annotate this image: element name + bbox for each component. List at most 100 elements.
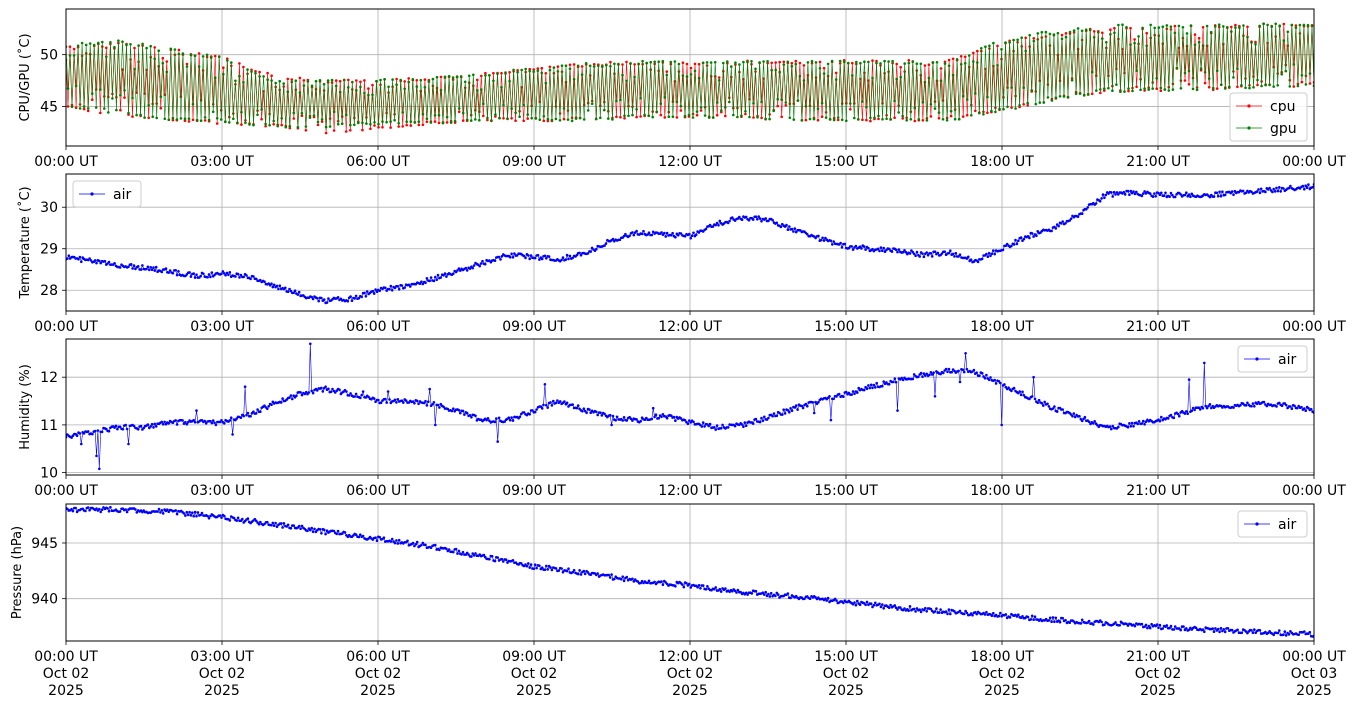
data-point — [1100, 620, 1103, 624]
data-point — [528, 67, 531, 71]
data-point — [963, 62, 967, 65]
data-point — [923, 64, 927, 67]
data-point — [701, 61, 705, 65]
data-point — [478, 118, 481, 122]
data-point — [1088, 28, 1092, 32]
data-point — [209, 419, 212, 423]
data-point — [160, 420, 164, 424]
data-point — [857, 118, 860, 121]
data-point — [121, 68, 124, 71]
data-point — [207, 273, 211, 276]
data-point — [1165, 24, 1169, 27]
data-point — [664, 235, 667, 238]
data-point — [621, 63, 624, 66]
data-point — [393, 118, 396, 122]
data-point — [365, 116, 368, 119]
data-point — [1044, 30, 1048, 34]
data-point — [1278, 401, 1281, 405]
data-point — [613, 62, 616, 66]
data-point — [804, 402, 808, 406]
data-point — [518, 415, 522, 419]
data-point — [149, 44, 152, 48]
data-point — [526, 113, 529, 116]
data-point — [493, 559, 497, 563]
data-point — [607, 117, 610, 120]
data-point — [242, 81, 245, 84]
data-point — [1224, 87, 1227, 90]
data-point — [775, 221, 779, 225]
data-point — [911, 377, 915, 381]
data-point — [549, 401, 552, 404]
data-point — [957, 117, 961, 121]
data-point — [163, 117, 167, 121]
data-point — [68, 54, 72, 57]
data-point — [760, 100, 763, 104]
data-point — [614, 419, 617, 422]
data-point — [657, 69, 660, 73]
data-point — [148, 268, 151, 272]
data-point — [724, 114, 727, 118]
data-point — [590, 102, 594, 105]
data-point — [197, 65, 201, 68]
data-point — [1236, 67, 1239, 70]
data-point — [835, 599, 838, 602]
data-point — [75, 434, 79, 438]
data-point — [707, 424, 710, 428]
data-point — [655, 110, 658, 114]
data-point — [933, 610, 937, 613]
data-point — [665, 70, 669, 73]
data-point — [1129, 43, 1132, 46]
data-point — [220, 419, 223, 422]
data-point — [1187, 628, 1191, 632]
data-point — [1010, 244, 1013, 248]
data-point — [834, 78, 838, 81]
data-point — [476, 89, 479, 92]
data-point — [465, 118, 469, 122]
data-point — [334, 79, 338, 82]
data-point — [1135, 85, 1138, 89]
data-point — [528, 566, 531, 569]
data-point — [867, 384, 870, 387]
data-point — [334, 391, 337, 394]
data-point — [1211, 627, 1214, 630]
data-point — [459, 75, 463, 78]
data-point — [947, 367, 951, 371]
data-point — [1207, 77, 1211, 80]
data-point — [335, 532, 339, 536]
data-point — [907, 609, 910, 612]
data-point — [718, 219, 722, 223]
data-point — [196, 511, 200, 514]
data-point — [689, 236, 692, 240]
data-point — [378, 535, 382, 539]
data-point — [459, 411, 462, 415]
data-point — [421, 282, 425, 286]
data-point — [309, 342, 312, 346]
data-point — [955, 58, 959, 61]
data-point — [922, 255, 926, 259]
data-point — [252, 123, 255, 127]
data-point — [150, 422, 154, 426]
data-point — [213, 76, 217, 79]
data-point — [1092, 36, 1096, 39]
data-point — [101, 40, 104, 44]
data-point — [832, 118, 836, 122]
data-point — [361, 121, 364, 125]
data-point — [1130, 421, 1134, 425]
data-point — [611, 118, 614, 121]
data-point — [869, 383, 873, 387]
data-point — [776, 104, 779, 108]
data-point — [1129, 189, 1133, 193]
data-point — [1146, 626, 1149, 630]
data-point — [1032, 37, 1036, 40]
data-point — [639, 581, 642, 585]
data-point — [174, 509, 177, 512]
data-point — [772, 109, 775, 113]
data-point — [359, 396, 362, 400]
data-point — [1048, 32, 1052, 36]
data-point — [1090, 92, 1094, 96]
x-tick-label: 12:00 UT — [658, 154, 722, 170]
data-point — [177, 270, 180, 273]
data-point — [1055, 410, 1059, 413]
data-point — [238, 62, 241, 65]
